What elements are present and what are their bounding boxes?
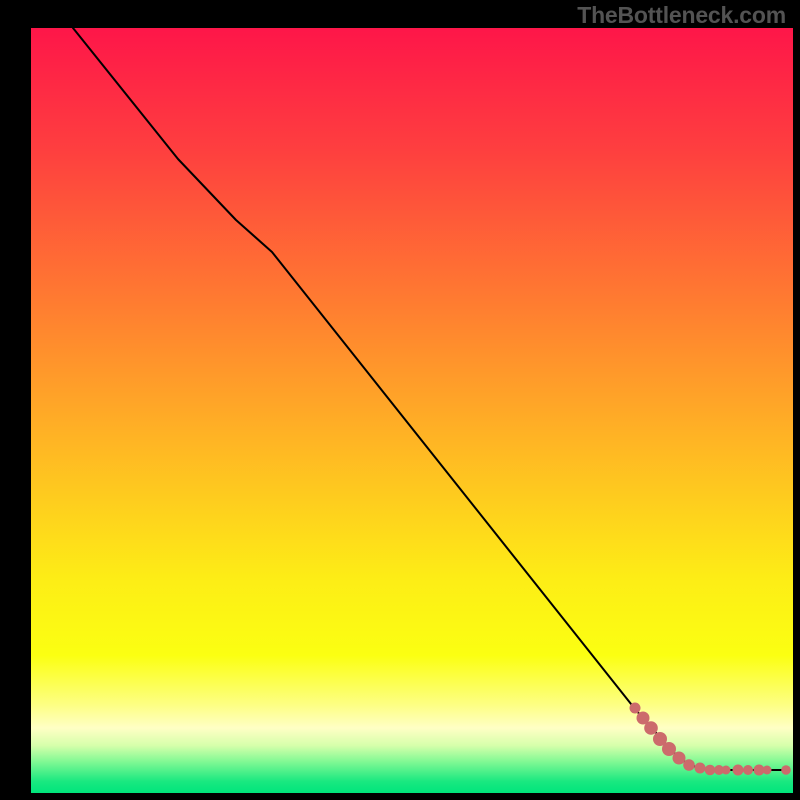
- watermark-text: TheBottleneck.com: [577, 2, 786, 29]
- chart-plot-area: [31, 28, 793, 793]
